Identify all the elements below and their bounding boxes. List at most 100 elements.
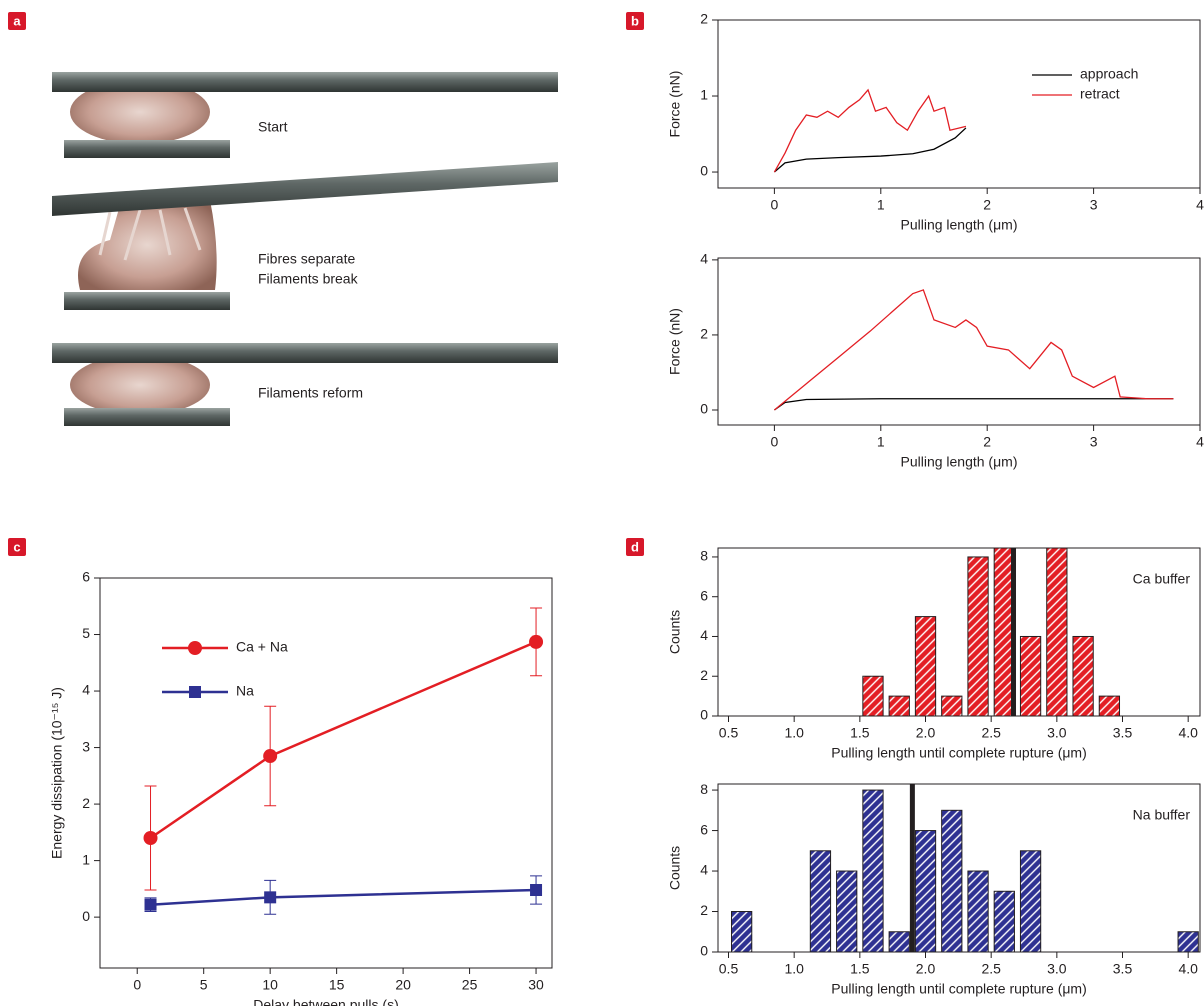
plate xyxy=(52,72,558,92)
x-tick-label: 1.0 xyxy=(784,961,804,977)
x-tick-label: 2.0 xyxy=(916,725,936,741)
x-tick-label: 3 xyxy=(1090,197,1098,213)
x-tick-label: 1.0 xyxy=(784,725,804,741)
frame xyxy=(717,257,1201,426)
y-tick-label: 0 xyxy=(700,163,708,179)
x-tick-label: 4 xyxy=(1196,434,1204,450)
x-tick-label: 4 xyxy=(1196,197,1204,213)
x-tick-label: 0.5 xyxy=(719,725,739,741)
y-axis-label: Counts xyxy=(667,846,683,890)
x-tick-label: 0 xyxy=(133,977,141,993)
bar xyxy=(941,695,963,716)
bar xyxy=(1019,850,1042,952)
y-tick-label: 0 xyxy=(700,707,708,723)
panel-label: a xyxy=(13,13,21,28)
x-tick-label: 0 xyxy=(770,197,778,213)
series-line xyxy=(774,398,1174,411)
y-tick-label: 2 xyxy=(82,795,90,811)
frame xyxy=(99,577,553,969)
plot xyxy=(731,784,1199,952)
annotation: Na buffer xyxy=(1133,807,1191,823)
x-tick-label: 2 xyxy=(983,197,991,213)
x-axis-label: Pulling length until complete rupture (μ… xyxy=(831,745,1087,761)
point xyxy=(143,831,158,845)
frame xyxy=(717,547,1201,717)
x-tick-label: 3.5 xyxy=(1113,961,1133,977)
bar xyxy=(941,809,963,952)
caption: Start xyxy=(258,119,288,135)
x-tick-label: 4.0 xyxy=(1178,961,1198,977)
x-tick-label: 0 xyxy=(770,434,778,450)
series-line xyxy=(773,289,1174,411)
bar xyxy=(809,850,832,952)
bar xyxy=(914,616,937,716)
x-tick-label: 25 xyxy=(462,977,478,993)
y-tick-label: 2 xyxy=(700,667,708,683)
y-tick-label: 2 xyxy=(700,326,708,342)
panel-label-box xyxy=(8,538,26,556)
x-tick-label: 3.5 xyxy=(1113,725,1133,741)
x-tick-label: 2 xyxy=(983,434,991,450)
y-tick-label: 0 xyxy=(82,908,90,924)
x-tick-label: 5 xyxy=(200,977,208,993)
y-tick-label: 4 xyxy=(700,251,708,267)
bar xyxy=(731,911,753,952)
y-axis-label: Counts xyxy=(667,610,683,654)
y-tick-label: 1 xyxy=(700,87,708,103)
y-axis-label: Energy dissipation (10⁻¹⁵ J) xyxy=(49,687,65,859)
point xyxy=(144,898,157,911)
y-axis-label: Force (nN) xyxy=(667,308,683,375)
panel-label-box xyxy=(626,538,644,556)
plate xyxy=(52,162,558,216)
panel-label: c xyxy=(13,539,20,554)
caption: Filaments break xyxy=(258,271,359,287)
plot xyxy=(773,88,967,173)
fibre-bundle xyxy=(70,355,210,415)
y-tick-label: 0 xyxy=(700,943,708,959)
series-line xyxy=(773,127,967,173)
bar xyxy=(1098,695,1121,716)
bar xyxy=(967,556,989,716)
legend-label: Na xyxy=(236,683,254,699)
caption: Fibres separate xyxy=(258,251,355,267)
y-tick-label: 5 xyxy=(82,625,90,641)
y-tick-label: 8 xyxy=(700,548,708,564)
plot xyxy=(862,548,1121,716)
bar xyxy=(967,870,989,952)
bar xyxy=(1046,548,1068,716)
x-tick-label: 1 xyxy=(877,434,885,450)
frame xyxy=(717,783,1201,953)
x-axis-label: Pulling length (μm) xyxy=(900,217,1017,233)
y-tick-label: 2 xyxy=(700,902,708,918)
y-tick-label: 4 xyxy=(82,682,90,698)
x-tick-label: 3.0 xyxy=(1047,961,1067,977)
series-line xyxy=(149,640,537,840)
fibre-bundle xyxy=(70,80,210,144)
bar xyxy=(914,830,937,952)
frame xyxy=(717,19,1201,189)
x-tick-label: 10 xyxy=(262,977,278,993)
bar xyxy=(1177,931,1199,952)
x-axis-label: Pulling length until complete rupture (μ… xyxy=(831,981,1087,997)
y-axis-label: Force (nN) xyxy=(667,71,683,138)
bar xyxy=(993,890,1015,952)
y-tick-label: 0 xyxy=(700,401,708,417)
plate xyxy=(64,408,230,426)
series-line xyxy=(773,88,967,173)
bar xyxy=(1019,635,1042,716)
bar xyxy=(836,870,858,952)
legend-label: retract xyxy=(1080,86,1120,102)
bar xyxy=(888,931,910,952)
x-tick-label: 30 xyxy=(528,977,544,993)
y-tick-label: 6 xyxy=(700,587,708,603)
bar xyxy=(888,695,910,716)
x-tick-label: 20 xyxy=(395,977,411,993)
point xyxy=(530,884,543,896)
panel-label: b xyxy=(631,13,639,28)
diagram: Start Fibres separate Filaments break Fi… xyxy=(52,72,558,426)
x-tick-label: 15 xyxy=(329,977,345,993)
plate xyxy=(64,292,230,310)
x-tick-label: 4.0 xyxy=(1178,725,1198,741)
legend-marker xyxy=(188,641,202,655)
y-tick-label: 8 xyxy=(700,781,708,797)
